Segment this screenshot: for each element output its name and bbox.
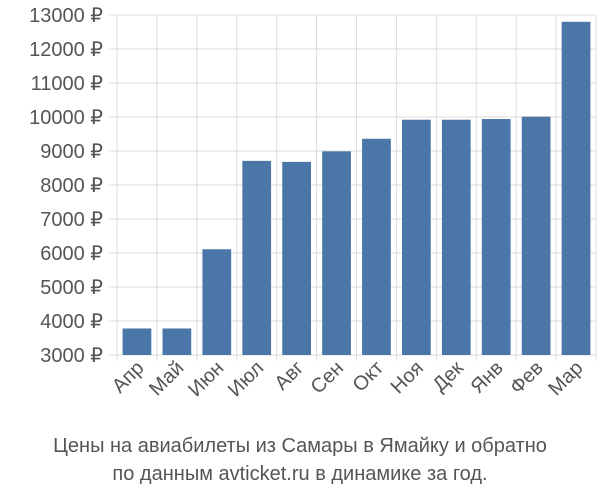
chart-caption-line-1: Цены на авиабилеты из Самары в Ямайку и …	[53, 435, 547, 457]
y-tick-label: 11000 ₽	[31, 73, 104, 95]
bar-3	[202, 249, 232, 355]
bar-12	[561, 21, 591, 356]
y-tick-label: 10000 ₽	[29, 107, 103, 129]
y-tick-label: 7000 ₽	[40, 209, 103, 231]
y-tick-label: 8000 ₽	[40, 175, 103, 197]
bar-11	[521, 116, 551, 355]
x-tick-label: Июл	[224, 357, 268, 401]
bar-chart: 3000 ₽ 4000 ₽ 5000 ₽ 6000 ₽ 7000 ₽ 8000 ₽ 9000…	[29, 5, 597, 401]
x-tick-label: Мар	[544, 357, 587, 400]
bar-1	[122, 328, 152, 355]
bar-6	[322, 151, 351, 355]
x-tick-label: Фев	[506, 357, 548, 399]
x-tick-label: Янв	[467, 357, 508, 398]
y-tick-label: 5000 ₽	[40, 277, 103, 299]
x-tick-label: Авг	[270, 357, 308, 395]
x-tick-label: Май	[145, 357, 188, 400]
x-tick-label: Сен	[307, 357, 348, 398]
y-tick-label: 3000 ₽	[40, 345, 103, 367]
bar-2	[162, 328, 192, 355]
y-tick-label: 6000 ₽	[40, 243, 103, 265]
x-tick-label: Июн	[184, 357, 228, 401]
bar-7	[362, 138, 391, 355]
y-tick-label: 13000 ₽	[29, 5, 103, 27]
x-tick-label: Ноя	[387, 357, 428, 398]
bar-8	[402, 119, 431, 355]
y-tick-label: 9000 ₽	[40, 141, 103, 163]
bar-4	[242, 160, 272, 355]
bar-10	[481, 119, 511, 355]
y-tick-label: 4000 ₽	[40, 311, 103, 333]
x-tick-label: Апр	[108, 357, 149, 398]
y-tick-label: 12000 ₽	[29, 39, 103, 61]
bar-5	[282, 161, 311, 355]
x-tick-label: Дек	[429, 357, 468, 396]
chart-caption-line-2: по данным avticket.ru в динамике за год.	[112, 463, 488, 485]
bar-9	[441, 119, 471, 355]
x-tick-label: Окт	[349, 357, 388, 396]
